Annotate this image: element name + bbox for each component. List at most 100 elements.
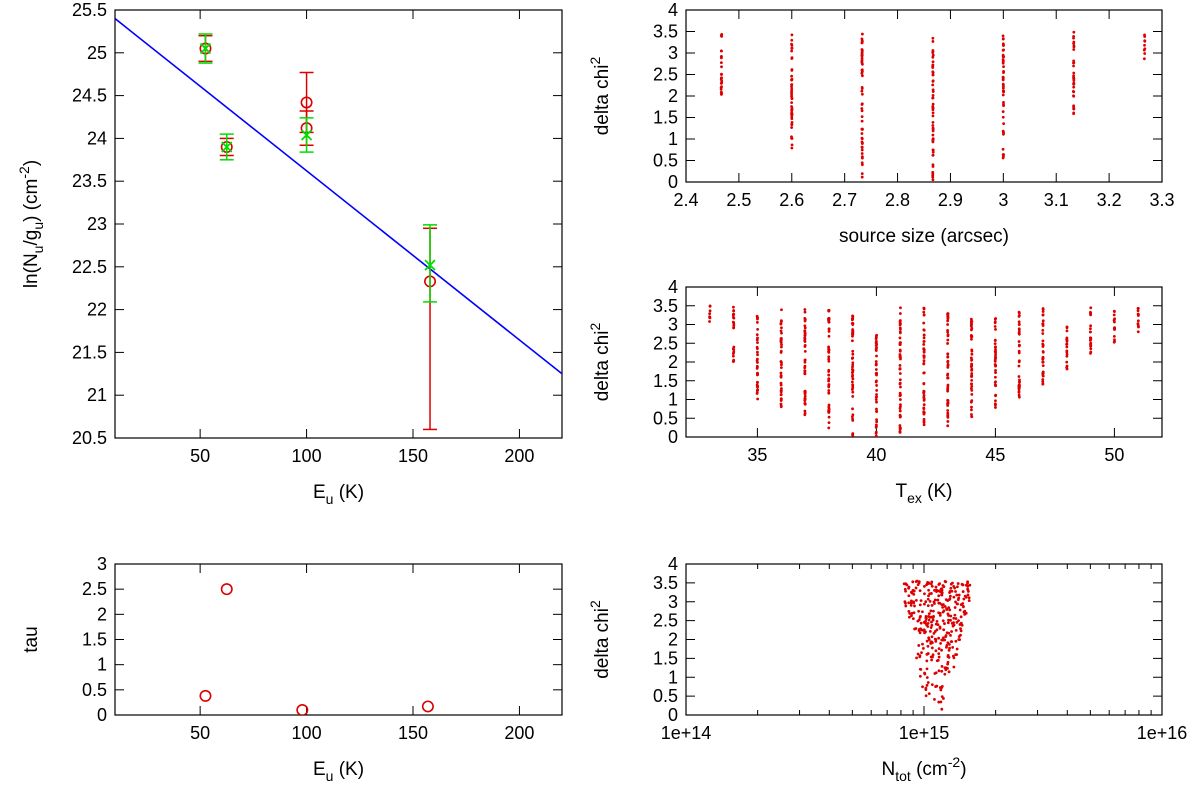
chi2-point [931, 60, 935, 64]
chi2-point [924, 614, 928, 618]
chi2-point [917, 629, 921, 633]
chi2-point [898, 367, 902, 370]
chi2-point [940, 664, 944, 668]
chi2-point [935, 659, 939, 663]
chi2-point [851, 361, 855, 365]
chi2-point [790, 57, 794, 60]
chi2-point [940, 669, 944, 673]
chi2-point [931, 88, 935, 92]
chi2-point [1041, 378, 1045, 381]
chi2-point [803, 310, 807, 314]
chi2-point [732, 309, 736, 312]
chi2-point [918, 667, 922, 671]
chi2-point [780, 319, 783, 323]
chi2-point [931, 170, 935, 174]
chi2-point [899, 357, 902, 361]
chi2-point [898, 312, 902, 315]
chi2-point [1002, 104, 1005, 108]
chi2-point [909, 601, 913, 605]
y-tick-label: 1.5 [653, 371, 678, 391]
chi2-point [949, 614, 953, 618]
chi2-point [930, 683, 934, 687]
chi2-point [1089, 306, 1093, 310]
chi2-point [803, 308, 807, 311]
chi2-point [803, 399, 807, 403]
y-axis-label: delta chi2 [587, 600, 613, 679]
y-tick-label: 0.5 [653, 408, 678, 428]
chi2-point [860, 41, 864, 45]
chi2-point [948, 608, 952, 612]
chi2-point [860, 68, 864, 72]
chi2-point [925, 659, 929, 663]
x-tick-label: 150 [398, 446, 428, 466]
chi2-point [931, 36, 935, 40]
chi2-point [970, 384, 974, 388]
chi2-point [948, 594, 952, 598]
chi2-point [951, 624, 955, 628]
y-tick-label: 0 [668, 427, 678, 447]
chi2-point [875, 418, 878, 422]
y-tick-label: 25 [87, 43, 107, 63]
x-tick-label: 2.7 [832, 190, 857, 210]
chi2-point [1072, 30, 1076, 34]
chi2-point [922, 350, 926, 354]
chi2-point [937, 647, 941, 651]
data-point-cross [221, 141, 233, 153]
chi2-point [790, 49, 794, 53]
chi2-point [925, 676, 929, 679]
chi2-point [898, 321, 902, 325]
chi2-point [1065, 336, 1069, 340]
chi2-point [1136, 330, 1140, 334]
y-label-subscript: u [30, 222, 46, 230]
chi2-point [1072, 48, 1076, 51]
chi2-point [1017, 375, 1021, 378]
chi2-point [994, 353, 997, 356]
chi2-point [935, 589, 939, 593]
chi2-point [827, 379, 831, 383]
chi2-point [755, 357, 759, 361]
chi2-point [1002, 122, 1006, 126]
chi2-point [953, 613, 957, 617]
panel-source-size: 2.4 2.5 2.6 2.7 2.8 2.9 3 3.1 3.2 3.300.511.522.5… [587, 0, 1175, 247]
chi2-point [803, 369, 807, 373]
chi2-point [1072, 85, 1076, 89]
chi2-point [1001, 86, 1005, 90]
chi2-point [780, 308, 783, 312]
y-tick-label: 3 [668, 315, 678, 335]
chi2-point [963, 594, 967, 598]
chi2-point [779, 393, 783, 397]
chi2-point [755, 391, 759, 394]
chi2-point [949, 586, 953, 590]
chi2-point [827, 385, 831, 389]
y-tick-label: 3.5 [653, 22, 678, 42]
y-label-part: ) (cm [21, 179, 42, 222]
chi2-point [916, 619, 920, 623]
chi2-point [928, 592, 932, 596]
y-tick-label: 4 [668, 554, 678, 574]
chi2-point [907, 594, 911, 598]
chi2-point [756, 336, 759, 340]
chi2-point [993, 363, 997, 366]
y-tick-label: 3 [668, 43, 678, 63]
chi2-point [907, 585, 911, 589]
chi2-point [940, 648, 943, 652]
y-tick-label: 1 [668, 667, 678, 687]
chi2-point [994, 317, 998, 320]
chi2-point [1072, 76, 1075, 79]
chi2-point [924, 619, 927, 623]
data-point-cross [199, 42, 212, 55]
chi2-point [1041, 307, 1045, 310]
chi2-point [970, 349, 974, 353]
chi2-point [1041, 360, 1045, 364]
chi2-point [929, 582, 933, 586]
y-tick-label: 2 [668, 86, 678, 106]
chi2-point [720, 32, 724, 36]
chi2-point [922, 389, 926, 393]
chi2-point [923, 592, 926, 596]
chi2-point [931, 83, 935, 87]
chi2-point [925, 683, 929, 687]
chi2-point [732, 316, 736, 320]
x-tick-label: 2.5 [726, 190, 751, 210]
chi2-point [860, 103, 864, 106]
chi2-point [922, 396, 926, 399]
